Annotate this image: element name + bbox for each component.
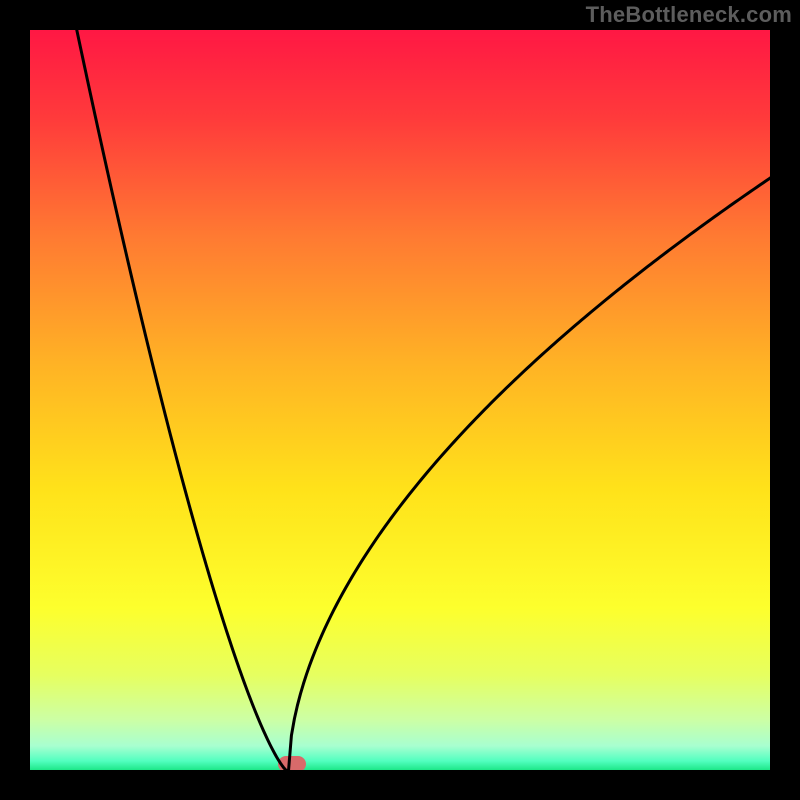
curve-path (76, 28, 772, 772)
chart-canvas: TheBottleneck.com (0, 0, 800, 800)
plot-area (28, 28, 772, 772)
watermark-text: TheBottleneck.com (586, 2, 792, 28)
bottleneck-curve (28, 28, 772, 772)
